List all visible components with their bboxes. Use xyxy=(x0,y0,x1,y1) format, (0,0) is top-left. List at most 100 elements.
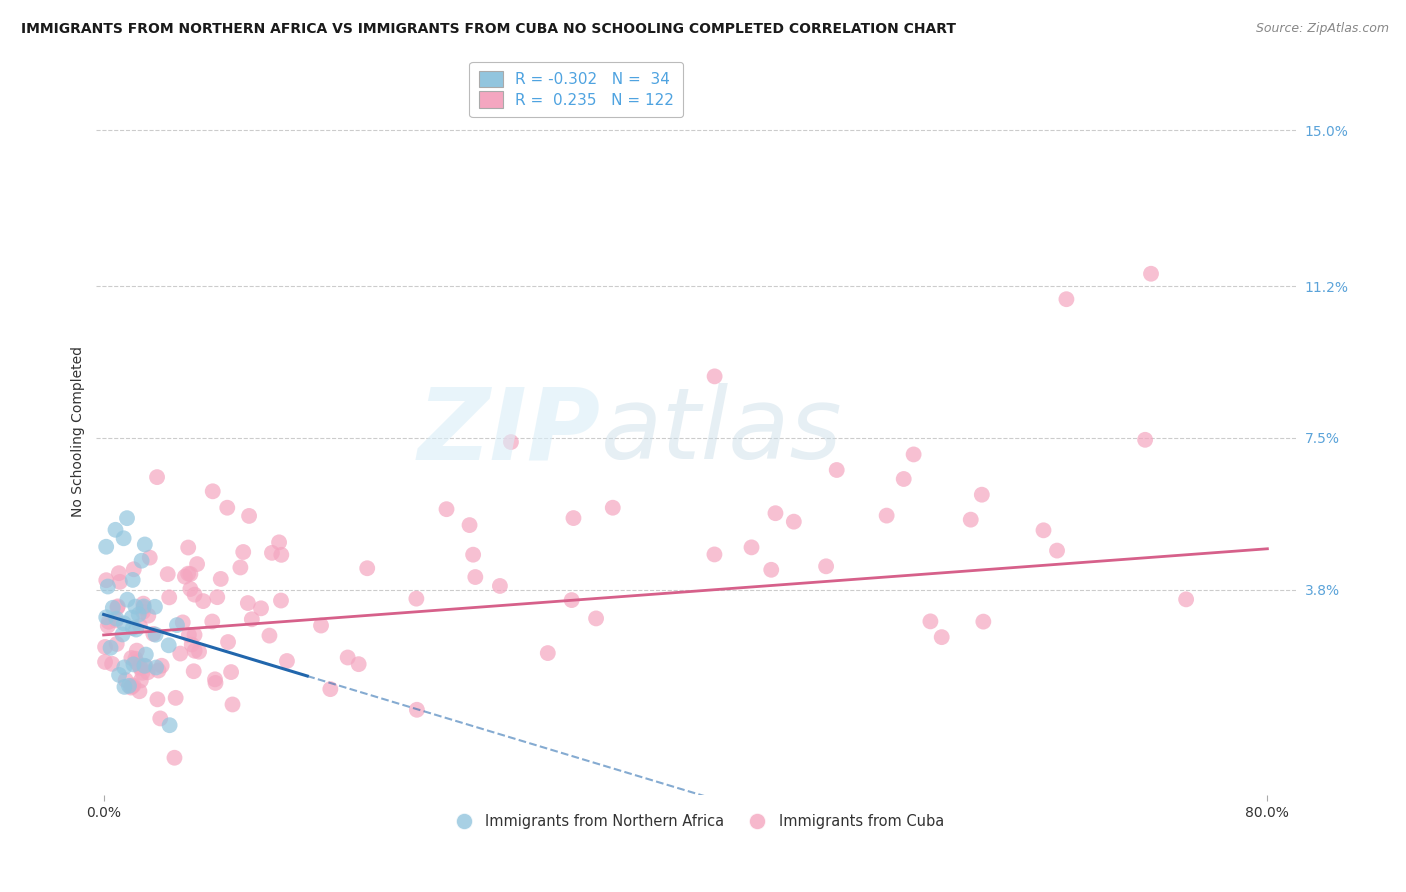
Point xyxy=(1175,592,1198,607)
Point xyxy=(876,508,898,523)
Point xyxy=(132,600,155,615)
Point xyxy=(169,647,191,661)
Point xyxy=(201,615,224,629)
Point xyxy=(183,665,205,679)
Point xyxy=(150,658,173,673)
Point xyxy=(741,541,763,555)
Point xyxy=(499,435,522,450)
Point xyxy=(183,628,205,642)
Point xyxy=(94,655,117,669)
Point xyxy=(309,618,332,632)
Point xyxy=(125,643,148,657)
Point xyxy=(100,640,122,655)
Point xyxy=(436,502,458,516)
Point xyxy=(250,601,273,615)
Point xyxy=(174,569,197,583)
Point xyxy=(204,673,226,687)
Point xyxy=(101,600,124,615)
Point xyxy=(179,567,201,582)
Point xyxy=(121,573,143,587)
Text: IMMIGRANTS FROM NORTHERN AFRICA VS IMMIGRANTS FROM CUBA NO SCHOOLING COMPLETED C: IMMIGRANTS FROM NORTHERN AFRICA VS IMMIG… xyxy=(21,22,956,37)
Point xyxy=(193,594,215,608)
Point xyxy=(165,690,187,705)
Point xyxy=(132,599,155,614)
Point xyxy=(94,640,117,654)
Point xyxy=(270,593,292,607)
Point xyxy=(125,623,148,637)
Text: atlas: atlas xyxy=(600,384,842,480)
Point xyxy=(132,605,155,619)
Point xyxy=(537,646,560,660)
Point xyxy=(122,678,145,692)
Point xyxy=(96,610,118,624)
Legend: Immigrants from Northern Africa, Immigrants from Cuba: Immigrants from Northern Africa, Immigra… xyxy=(443,808,949,835)
Point xyxy=(1140,267,1163,281)
Point xyxy=(142,627,165,641)
Point xyxy=(128,684,150,698)
Point xyxy=(108,574,131,589)
Point xyxy=(903,447,925,461)
Point xyxy=(463,548,485,562)
Point xyxy=(209,572,232,586)
Point xyxy=(143,599,166,614)
Point xyxy=(931,630,953,644)
Point xyxy=(972,615,994,629)
Point xyxy=(134,658,156,673)
Point xyxy=(336,650,359,665)
Point xyxy=(129,673,152,688)
Point xyxy=(221,698,243,712)
Point xyxy=(101,657,124,671)
Point xyxy=(129,619,152,633)
Point xyxy=(125,655,148,669)
Point xyxy=(177,566,200,581)
Point xyxy=(464,570,486,584)
Point xyxy=(128,607,150,622)
Point xyxy=(156,567,179,582)
Point xyxy=(561,593,583,607)
Point xyxy=(121,679,143,693)
Point xyxy=(131,554,153,568)
Point xyxy=(124,651,146,665)
Point xyxy=(815,559,838,574)
Point xyxy=(825,463,848,477)
Point xyxy=(1032,524,1054,538)
Point xyxy=(108,668,131,682)
Point xyxy=(489,579,512,593)
Point xyxy=(260,546,283,560)
Point xyxy=(240,612,263,626)
Point xyxy=(217,500,239,515)
Point xyxy=(135,659,157,673)
Point xyxy=(117,592,139,607)
Point xyxy=(267,535,290,549)
Point xyxy=(204,676,226,690)
Point xyxy=(920,615,942,629)
Point xyxy=(259,629,281,643)
Point xyxy=(96,573,118,587)
Point xyxy=(1054,292,1077,306)
Point xyxy=(217,635,239,649)
Point xyxy=(585,611,607,625)
Point xyxy=(135,648,157,662)
Point xyxy=(134,537,156,551)
Point xyxy=(703,369,725,384)
Point xyxy=(783,515,806,529)
Point xyxy=(136,608,159,623)
Point xyxy=(108,566,131,581)
Point xyxy=(183,588,205,602)
Point xyxy=(136,665,159,680)
Point xyxy=(219,665,242,679)
Point xyxy=(97,580,120,594)
Point xyxy=(893,472,915,486)
Point xyxy=(131,665,153,680)
Point xyxy=(104,523,127,537)
Point xyxy=(159,718,181,732)
Point xyxy=(188,645,211,659)
Point xyxy=(347,657,370,672)
Point xyxy=(157,638,180,652)
Point xyxy=(146,692,169,706)
Point xyxy=(183,644,205,658)
Point xyxy=(145,660,167,674)
Point xyxy=(111,627,134,641)
Point xyxy=(232,545,254,559)
Point xyxy=(105,612,128,626)
